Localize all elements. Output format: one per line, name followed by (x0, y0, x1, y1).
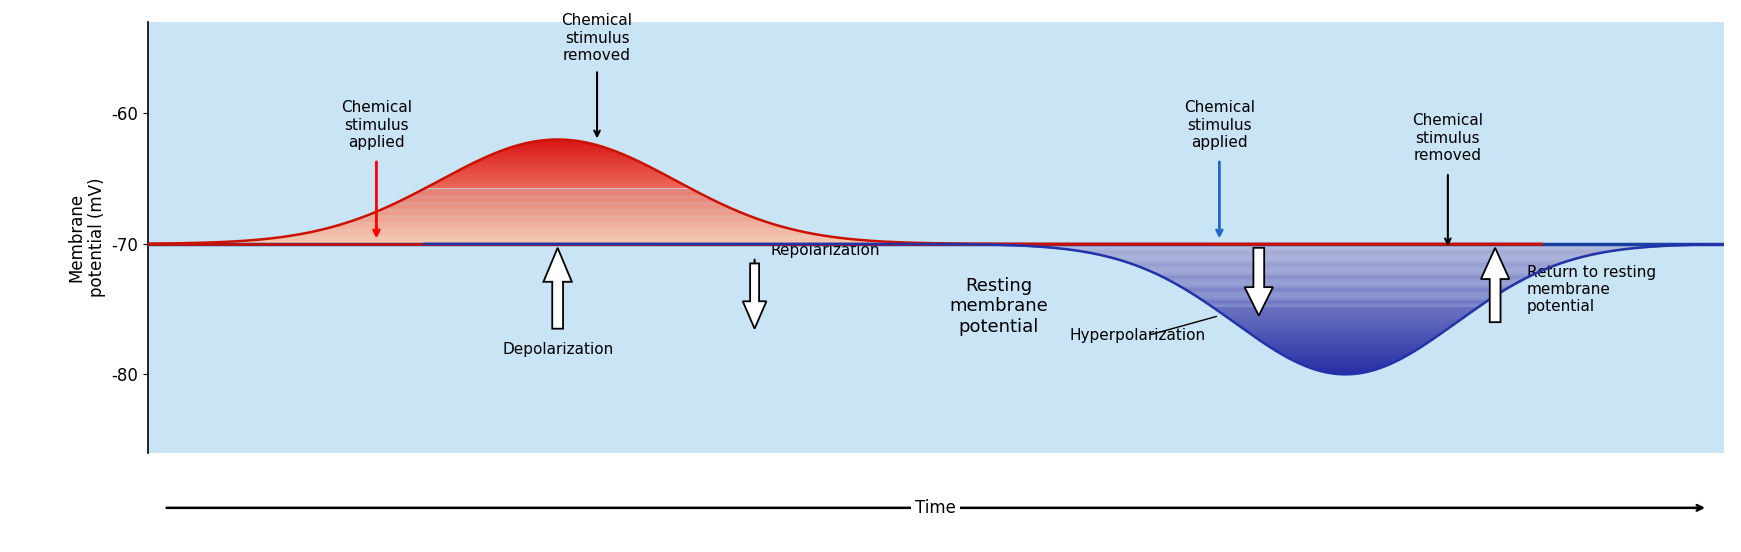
Text: Repolarization: Repolarization (770, 243, 879, 258)
Y-axis label: Membrane
potential (mV): Membrane potential (mV) (68, 178, 106, 297)
Polygon shape (1482, 248, 1509, 322)
Text: Chemical
stimulus
applied: Chemical stimulus applied (1184, 100, 1255, 150)
Text: Depolarization: Depolarization (501, 342, 613, 357)
Text: Chemical
stimulus
applied: Chemical stimulus applied (341, 100, 413, 150)
Text: Chemical
stimulus
removed: Chemical stimulus removed (1412, 113, 1483, 163)
Text: Time: Time (916, 499, 956, 517)
Text: Chemical
stimulus
removed: Chemical stimulus removed (562, 13, 632, 63)
Polygon shape (743, 263, 766, 328)
Text: Return to resting
membrane
potential: Return to resting membrane potential (1527, 264, 1656, 315)
Polygon shape (1245, 248, 1273, 316)
Text: Resting
membrane
potential: Resting membrane potential (949, 277, 1048, 336)
Text: Hyperpolarization: Hyperpolarization (1069, 328, 1207, 343)
Polygon shape (543, 248, 571, 328)
